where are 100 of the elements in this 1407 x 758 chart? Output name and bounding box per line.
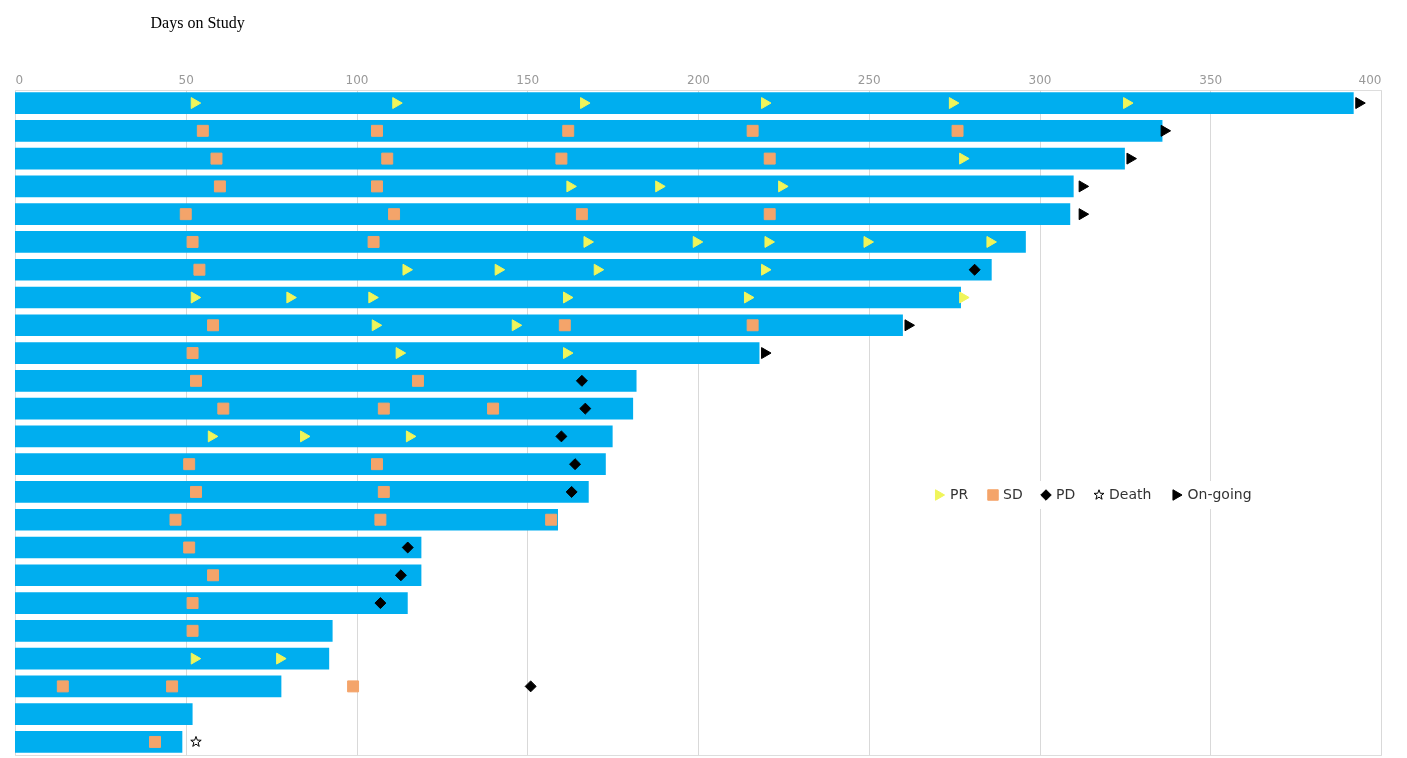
point (580, 97, 591, 110)
point (746, 124, 759, 137)
point (374, 597, 387, 610)
legend-label: On-going (1187, 486, 1252, 502)
point (210, 152, 223, 165)
point (190, 374, 202, 387)
point (401, 541, 414, 554)
point (524, 680, 537, 693)
point (368, 291, 379, 304)
point (579, 402, 592, 415)
point (286, 291, 297, 304)
point (56, 680, 69, 693)
point (367, 235, 380, 248)
x-tick-label: 250 (857, 72, 881, 87)
point (778, 180, 789, 193)
point (166, 680, 179, 693)
x-tick-label: 300 (1028, 72, 1052, 87)
point (411, 374, 424, 387)
point (494, 263, 506, 276)
point (179, 208, 192, 221)
point (562, 124, 575, 137)
legend-label: PR (950, 486, 969, 502)
point (1078, 208, 1090, 221)
point (347, 680, 360, 693)
point (511, 319, 523, 332)
point (959, 152, 970, 165)
point (388, 208, 401, 221)
point (300, 430, 311, 443)
point (213, 180, 226, 193)
point (562, 291, 574, 304)
point (566, 180, 577, 193)
point (207, 319, 220, 332)
point (371, 124, 383, 137)
point (692, 235, 704, 248)
point (487, 402, 500, 415)
legend-label: PD (1056, 486, 1076, 502)
point (562, 347, 574, 360)
point (558, 319, 571, 332)
point (565, 485, 578, 498)
point (196, 124, 209, 137)
point (575, 208, 588, 221)
point (186, 235, 199, 248)
point (743, 291, 755, 304)
point (377, 402, 390, 415)
x-axis-title: Days on Study (150, 13, 245, 32)
point (193, 263, 206, 276)
x-tick-label: 150 (516, 72, 540, 87)
point (183, 541, 196, 554)
x-tick-label: 50 (178, 72, 194, 87)
point (555, 152, 568, 165)
point (904, 319, 915, 332)
point (764, 235, 775, 248)
point (1160, 124, 1172, 137)
point (207, 569, 220, 582)
point (190, 97, 202, 110)
point (392, 97, 403, 110)
point (575, 374, 588, 387)
point (371, 319, 383, 332)
legend-label: Death (1109, 486, 1152, 502)
point (1078, 180, 1090, 193)
legend-label: SD (1003, 486, 1023, 502)
point (746, 319, 759, 332)
point (959, 291, 970, 304)
x-tick-label: 0 (15, 72, 24, 87)
point (545, 513, 558, 526)
point (655, 180, 666, 193)
point (276, 652, 287, 665)
point (763, 208, 776, 221)
point (186, 624, 199, 637)
point (761, 263, 772, 276)
point (394, 569, 407, 582)
point (190, 652, 202, 665)
x-tick-label: 100 (345, 72, 369, 87)
point (190, 291, 202, 304)
point (761, 97, 772, 110)
point (402, 263, 413, 276)
point (863, 235, 874, 248)
point (186, 347, 199, 360)
point (374, 513, 387, 526)
point (593, 263, 605, 276)
point (951, 124, 964, 137)
point (190, 735, 202, 747)
point (395, 347, 407, 360)
point (1123, 97, 1134, 110)
point (207, 430, 219, 443)
point (405, 430, 417, 443)
point (186, 597, 199, 610)
point (583, 235, 594, 248)
point (761, 347, 772, 360)
point (1126, 152, 1137, 165)
point (183, 458, 196, 471)
point (149, 735, 161, 748)
point (371, 180, 383, 193)
point (377, 485, 390, 498)
point (1355, 97, 1366, 110)
point (948, 97, 960, 110)
point (968, 263, 981, 276)
x-tick-label: 400 (1358, 72, 1382, 87)
point (190, 485, 202, 498)
point (169, 513, 182, 526)
